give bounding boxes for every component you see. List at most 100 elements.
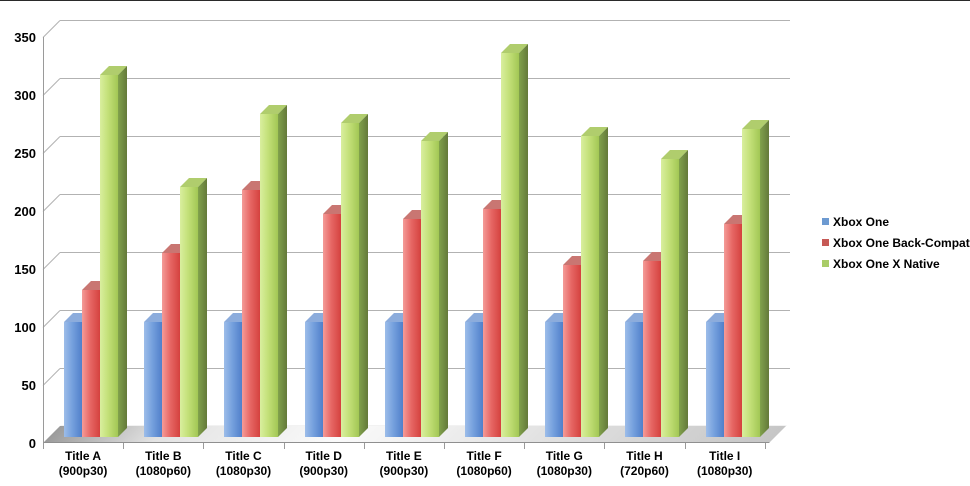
x-axis-category-label: Title I (1080p30): [680, 449, 770, 479]
x-axis-category-label: Title H (720p60): [600, 449, 690, 479]
bar-xbox-one-title-a: [64, 322, 82, 437]
x-axis-tick: [363, 443, 365, 449]
y-axis-tick-label: 300: [14, 88, 36, 103]
bar-xbox-one-back-compat-title-b: [162, 253, 181, 437]
x-axis-category-label: Title C (1080p30): [199, 449, 289, 479]
bar-xbox-one-back-compat-title-e: [402, 218, 421, 437]
x-axis-category-label: Title F (1080p60): [439, 449, 529, 479]
bar-side-face-xbox-one-x-native: [759, 119, 769, 437]
bar-xbox-one-title-h: [625, 322, 644, 437]
gridline-connector: [42, 194, 61, 212]
category-title: Title G: [545, 449, 583, 463]
bar-side-face-xbox-one-x-native: [358, 114, 368, 437]
bar-xbox-one-back-compat-title-a: [82, 289, 100, 437]
category-resolution: (1080p30): [536, 464, 592, 478]
y-axis-tick-label: 250: [14, 146, 36, 161]
x-axis-tick: [43, 443, 44, 449]
x-axis-category-label: Title G (1080p30): [519, 449, 609, 479]
x-axis-tick: [444, 443, 445, 449]
category-resolution: (720p60): [620, 464, 669, 478]
bar-xbox-one-title-g: [545, 322, 564, 437]
gridline-connector: [42, 136, 61, 154]
category-resolution: (900p30): [58, 464, 108, 478]
bar-xbox-one-back-compat-title-g: [563, 264, 582, 437]
y-axis-tick-label: 50: [21, 378, 36, 393]
category-title: Title C: [225, 449, 262, 463]
bar-xbox-one-back-compat-title-d: [322, 213, 341, 437]
category-resolution: (900p30): [379, 464, 429, 478]
gridline-connector: [42, 252, 61, 270]
top-border-line: [0, 0, 970, 1]
category-title: Title I: [709, 449, 741, 463]
y-axis-tick-label: 200: [14, 204, 36, 219]
legend-item-xbox-one-x-native: Xbox One X Native: [822, 253, 970, 274]
gridline-connector: [42, 310, 61, 328]
category-resolution: (1080p60): [456, 464, 512, 478]
bar-xbox-one-back-compat-title-i: [723, 224, 742, 437]
x-axis-tick: [203, 443, 205, 449]
x-axis-tick: [604, 443, 606, 449]
bar-side-face-xbox-one-x-native: [438, 132, 448, 437]
bar-xbox-one-back-compat-title-f: [483, 209, 501, 437]
x-axis-tick: [684, 443, 686, 449]
bar-side-face-xbox-one-x-native: [519, 43, 528, 437]
legend-marker-icon: [822, 239, 829, 246]
category-resolution: (1080p30): [215, 464, 272, 478]
bar-xbox-one-x-native-title-f: [501, 52, 519, 437]
legend-item-xbox-one-back-compat: Xbox One Back-Compat: [822, 232, 970, 253]
bar-xbox-one-title-e: [384, 322, 403, 437]
x-axis-category-label: Title E (900p30): [359, 449, 449, 479]
category-title: Title D: [305, 449, 342, 463]
category-title: Title F: [466, 449, 502, 463]
category-title: Title H: [626, 449, 663, 463]
x-axis-category-label: Title B (1080p60): [118, 449, 208, 479]
bar-xbox-one-title-b: [144, 322, 163, 437]
x-axis-tick: [283, 443, 285, 449]
x-axis-category-label: Title D (900p30): [279, 449, 369, 479]
y-axis-tick-label: 100: [14, 320, 36, 335]
y-axis-line: [43, 37, 44, 443]
x-axis-tick: [764, 443, 766, 449]
gridline-connector: [42, 20, 61, 38]
x-axis-tick: [123, 443, 125, 449]
bar-xbox-one-x-native-title-a: [100, 74, 118, 437]
bar-xbox-one-x-native-title-d: [340, 123, 359, 437]
category-title: Title E: [385, 449, 422, 463]
x-axis-category-label: Title A (900p30): [38, 449, 128, 479]
category-title: Title A: [65, 449, 102, 463]
category-resolution: (1080p60): [135, 464, 191, 478]
legend-marker-icon: [822, 260, 829, 267]
legend-label: Xbox One Back-Compat: [833, 235, 970, 250]
bar-side-face-xbox-one-x-native: [278, 104, 288, 437]
legend-marker-icon: [822, 218, 829, 225]
legend-label: Xbox One: [833, 214, 890, 229]
category-title: Title B: [145, 449, 182, 463]
bar-xbox-one-x-native-title-h: [661, 158, 680, 437]
bar-xbox-one-title-d: [304, 322, 323, 437]
gridline: [60, 78, 790, 79]
y-axis-tick-label: 350: [14, 30, 36, 45]
category-resolution: (900p30): [299, 464, 349, 478]
legend-item-xbox-one: Xbox One: [822, 211, 970, 232]
legend-label: Xbox One X Native: [833, 256, 940, 271]
bar-xbox-one-x-native-title-b: [180, 187, 199, 437]
legend: Xbox One Xbox One Back-Compat Xbox One X N…: [822, 211, 970, 274]
y-axis-tick-label: 0: [28, 436, 36, 451]
bar-side-face-xbox-one-x-native: [679, 149, 689, 437]
bar-side-face-xbox-one-x-native: [599, 126, 609, 437]
bar-side-face-xbox-one-x-native: [118, 65, 127, 437]
bar-xbox-one-x-native-title-i: [741, 128, 760, 437]
bar-xbox-one-back-compat-title-c: [242, 189, 261, 437]
bar-xbox-one-title-f: [465, 322, 483, 437]
bar-xbox-one-back-compat-title-h: [643, 261, 662, 437]
y-axis-tick-label: 150: [14, 262, 36, 277]
x-axis-tick: [524, 443, 526, 449]
category-resolution: (1080p30): [697, 464, 753, 478]
bar-xbox-one-title-i: [705, 322, 724, 437]
gridline: [60, 20, 790, 21]
bar-xbox-one-title-c: [224, 322, 243, 437]
bar-xbox-one-x-native-title-c: [260, 113, 279, 437]
bar-side-face-xbox-one-x-native: [198, 178, 208, 437]
